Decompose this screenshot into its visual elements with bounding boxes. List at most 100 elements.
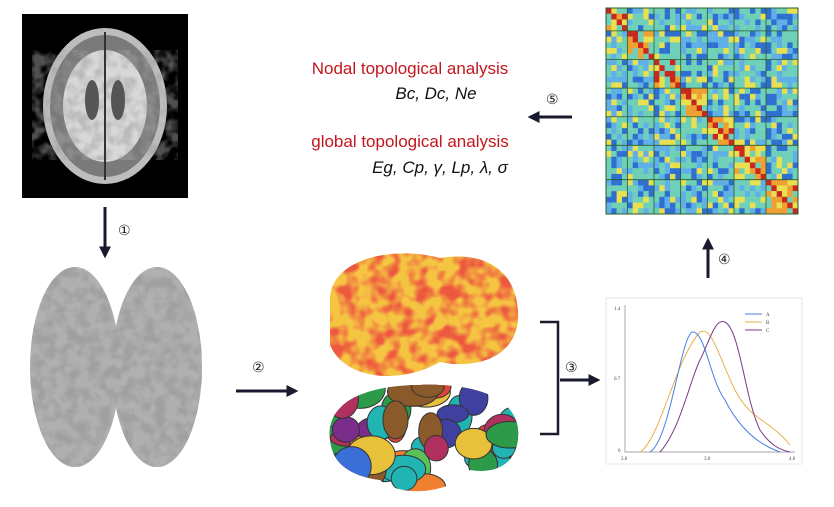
matrix-cell (611, 19, 617, 26)
matrix-cell (771, 70, 777, 77)
matrix-cell (691, 105, 697, 112)
matrix-cell (696, 156, 703, 163)
matrix-cell (659, 42, 665, 49)
matrix-cell (622, 122, 628, 129)
matrix-cell (648, 59, 655, 66)
matrix-cell (760, 88, 767, 95)
matrix-cell (611, 151, 617, 157)
matrix-cell (691, 82, 697, 89)
matrix-cell (750, 36, 756, 43)
matrix-cell (734, 116, 740, 123)
matrix-cell (627, 156, 633, 163)
matrix-cell (622, 93, 628, 100)
matrix-cell (627, 82, 633, 89)
matrix-cell (675, 36, 681, 43)
matrix-cell (787, 202, 793, 209)
matrix-cell (654, 179, 660, 186)
matrix-cell (686, 93, 692, 100)
matrix-cell (771, 208, 777, 215)
matrix-cell (776, 191, 783, 198)
matrix-cell (744, 30, 751, 37)
matrix-cell (766, 53, 772, 60)
matrix-cell (606, 191, 612, 198)
matrix-cell (755, 196, 761, 203)
matrix-cell (739, 122, 745, 129)
matrix-cell (643, 128, 649, 135)
matrix-cell (648, 208, 655, 215)
matrix-cell (627, 208, 633, 215)
matrix-cell (691, 30, 697, 37)
matrix-cell (670, 168, 676, 175)
matrix-cell (654, 76, 660, 83)
matrix-cell (622, 65, 628, 72)
matrix-cell (723, 133, 729, 140)
matrix-cell (755, 168, 761, 175)
matrix-cell (627, 111, 633, 117)
matrix-cell (680, 99, 687, 106)
matrix-cell (616, 36, 623, 43)
matrix-cell (686, 36, 692, 43)
density-curve (639, 330, 791, 453)
matrix-cell (606, 111, 612, 117)
matrix-cell (718, 53, 724, 60)
matrix-cell (643, 122, 649, 129)
matrix-cell (691, 145, 697, 152)
matrix-cell (696, 36, 703, 43)
matrix-cell (622, 162, 628, 169)
matrix-cell (771, 105, 777, 112)
matrix-cell (766, 88, 772, 95)
matrix-cell (675, 185, 681, 192)
matrix-cell (771, 128, 777, 135)
matrix-cell (787, 42, 793, 49)
matrix-cell (659, 191, 665, 198)
matrix-cell (648, 13, 655, 20)
matrix-cell (792, 42, 799, 49)
matrix-cell (648, 156, 655, 163)
matrix-cell (611, 88, 617, 95)
matrix-cell (670, 145, 676, 152)
matrix-cell (739, 111, 745, 117)
matrix-cell (744, 139, 751, 146)
matrix-cell (654, 65, 660, 72)
matrix-cell (728, 59, 735, 66)
matrix-cell (664, 70, 671, 77)
matrix-cell (680, 25, 687, 32)
matrix-cell (792, 151, 799, 157)
matrix-cell (760, 19, 767, 26)
matrix-cell (744, 88, 751, 95)
matrix-cell (675, 191, 681, 198)
matrix-cell (696, 59, 703, 66)
matrix-cell (760, 185, 767, 192)
matrix-cell (670, 111, 676, 117)
matrix-cell (696, 111, 703, 117)
matrix-cell (611, 8, 617, 14)
matrix-cell (643, 168, 649, 175)
matrix-cell (750, 191, 756, 198)
matrix-cell (734, 173, 740, 180)
matrix-cell (686, 202, 692, 209)
matrix-cell (654, 133, 660, 140)
matrix-cell (728, 82, 735, 89)
matrix-cell (750, 133, 756, 140)
matrix-cell (750, 25, 756, 32)
matrix-cell (632, 13, 639, 20)
bracket (540, 320, 560, 436)
matrix-cell (675, 42, 681, 49)
matrix-cell (776, 196, 783, 203)
matrix-cell (680, 208, 687, 215)
matrix-cell (728, 65, 735, 72)
matrix-cell (766, 128, 772, 135)
matrix-cell (643, 116, 649, 123)
matrix-cell (659, 156, 665, 163)
matrix-cell (664, 13, 671, 20)
matrix-cell (787, 76, 793, 83)
y-tick-label: 1.4 (614, 307, 621, 312)
matrix-cell (782, 202, 788, 209)
matrix-cell (638, 116, 644, 123)
matrix-cell (718, 168, 724, 175)
matrix-cell (627, 70, 633, 77)
matrix-cell (686, 105, 692, 112)
matrix-cell (659, 173, 665, 180)
matrix-cell (750, 185, 756, 192)
matrix-cell (787, 116, 793, 123)
